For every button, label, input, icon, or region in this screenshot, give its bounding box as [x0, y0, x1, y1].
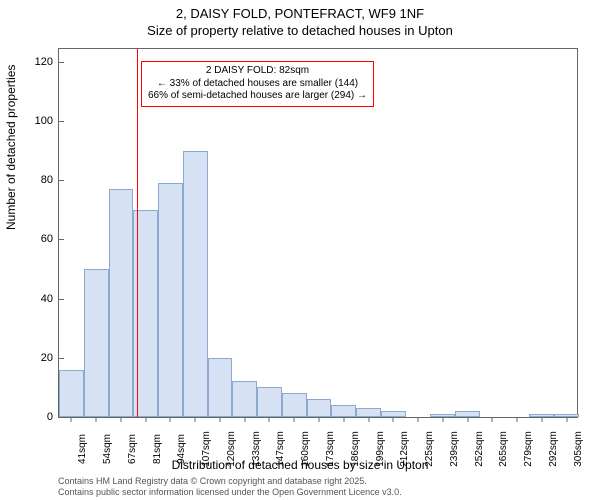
chart-title-block: 2, DAISY FOLD, PONTEFRACT, WF9 1NF Size …: [0, 0, 600, 38]
histogram-bar: [158, 183, 183, 417]
x-tick-mark: [418, 417, 419, 422]
x-tick-mark: [368, 417, 369, 422]
callout-line1: 2 DAISY FOLD: 82sqm: [148, 65, 367, 78]
x-tick-mark: [343, 417, 344, 422]
footer-line1: Contains HM Land Registry data © Crown c…: [58, 476, 402, 487]
histogram-bar: [307, 399, 332, 417]
callout-box: 2 DAISY FOLD: 82sqm← 33% of detached hou…: [141, 61, 374, 107]
x-tick-mark: [244, 417, 245, 422]
histogram-bar: [208, 358, 233, 417]
histogram-bar: [59, 370, 84, 417]
callout-line2: ← 33% of detached houses are smaller (14…: [148, 78, 367, 91]
histogram-bar: [84, 269, 109, 417]
y-tick: 120: [35, 56, 59, 68]
x-tick-mark: [393, 417, 394, 422]
x-tick-mark: [517, 417, 518, 422]
x-tick-mark: [195, 417, 196, 422]
x-tick-mark: [145, 417, 146, 422]
x-tick-mark: [219, 417, 220, 422]
y-tick: 40: [41, 293, 59, 305]
x-tick-mark: [467, 417, 468, 422]
x-tick-mark: [319, 417, 320, 422]
x-tick-mark: [96, 417, 97, 422]
y-tick: 0: [47, 411, 59, 423]
histogram-bar: [232, 381, 257, 417]
x-tick-mark: [442, 417, 443, 422]
footer-line2: Contains public sector information licen…: [58, 487, 402, 498]
histogram-bar: [331, 405, 356, 417]
plot-area: 02040608010012041sqm54sqm67sqm81sqm94sqm…: [58, 48, 578, 418]
histogram-bar: [356, 408, 381, 417]
y-axis-label: Number of detached properties: [4, 65, 18, 230]
histogram-bar: [183, 151, 208, 417]
x-axis-label: Distribution of detached houses by size …: [0, 458, 600, 472]
chart-title-line1: 2, DAISY FOLD, PONTEFRACT, WF9 1NF: [0, 6, 600, 21]
x-tick-mark: [294, 417, 295, 422]
x-tick-mark: [71, 417, 72, 422]
x-tick-mark: [492, 417, 493, 422]
y-tick: 100: [35, 115, 59, 127]
y-tick: 80: [41, 174, 59, 186]
footer-attrib: Contains HM Land Registry data © Crown c…: [58, 476, 402, 499]
x-tick-mark: [541, 417, 542, 422]
y-tick: 60: [41, 233, 59, 245]
chart-container: 2, DAISY FOLD, PONTEFRACT, WF9 1NF Size …: [0, 0, 600, 500]
x-tick-mark: [566, 417, 567, 422]
x-tick-mark: [120, 417, 121, 422]
property-marker-line: [137, 49, 138, 417]
histogram-bar: [109, 189, 134, 417]
callout-line3: 66% of semi-detached houses are larger (…: [148, 90, 367, 103]
chart-title-line2: Size of property relative to detached ho…: [0, 23, 600, 38]
histogram-bar: [257, 387, 282, 417]
histogram-bar: [282, 393, 307, 417]
x-tick-mark: [269, 417, 270, 422]
y-tick: 20: [41, 352, 59, 364]
x-tick-mark: [170, 417, 171, 422]
